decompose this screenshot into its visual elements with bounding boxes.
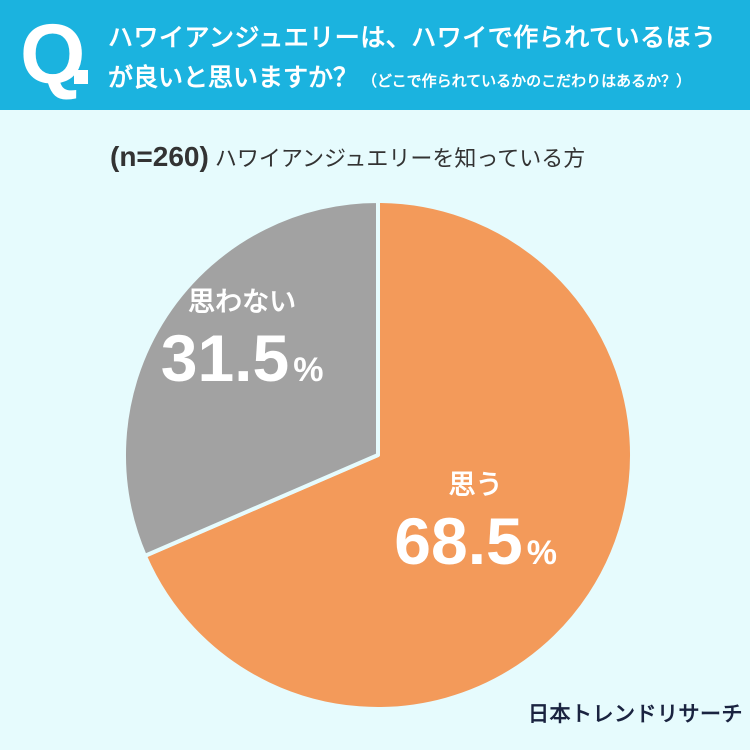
question-note: （どこで作られているかのこだわりはあるか？） [362, 72, 692, 90]
brand-logo-text: 日本トレンドリサーチ [528, 702, 743, 726]
pie-slices [122, 199, 634, 711]
question-text-line1: ハワイアンジュエリーは、ハワイで作られているほう [108, 23, 717, 52]
question-text-line2: が良いと思いますか？ （どこで作られているかのこだわりはあるか？） [108, 62, 691, 97]
label-yes: 思う [449, 470, 503, 501]
question-mark: Q [20, 7, 86, 101]
question-header: Q ハワイアンジュエリーは、ハワイで作られているほう が良いと思いますか？ （どこ… [0, 0, 750, 110]
percent-yes: 68.5% [394, 504, 557, 578]
chart-subtitle: (n=260) ハワイアンジュエリーを知っている方 [110, 142, 585, 175]
slice-yes [142, 199, 634, 711]
question-text-line2-main: が良いと思いますか？ [108, 63, 359, 92]
respondent-group: ハワイアンジュエリーを知っている方 [214, 147, 586, 172]
percent-no: 31.5% [161, 321, 324, 395]
question-mark-dot [74, 70, 88, 84]
slice-no [122, 199, 380, 558]
sample-size: (n=260) [110, 141, 209, 172]
label-no: 思わない [188, 287, 296, 318]
